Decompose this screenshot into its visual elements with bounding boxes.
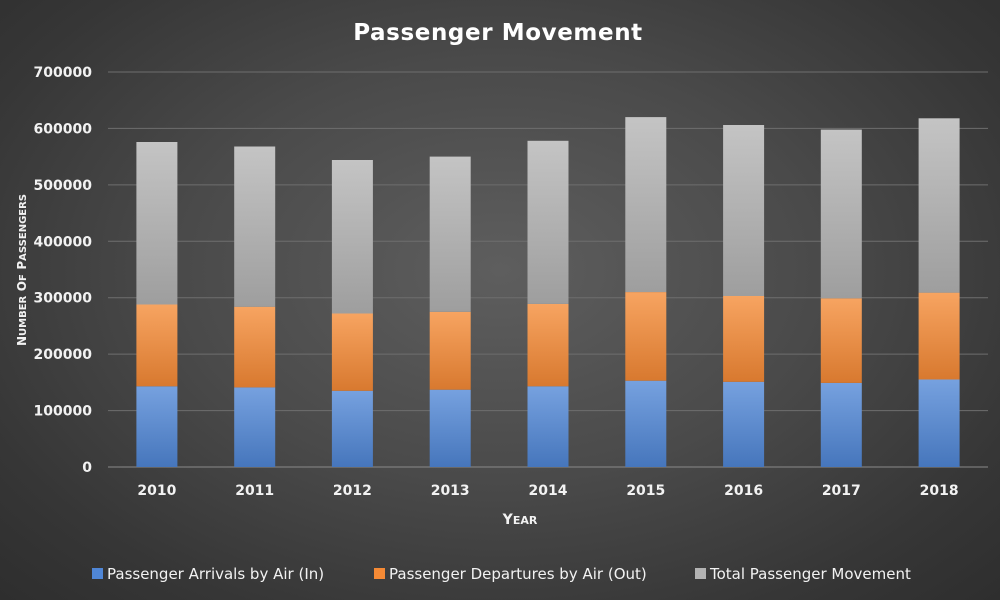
bar-passenger-departures-by-air-out-2011 [234, 306, 276, 388]
x-tick-label: 2012 [333, 483, 372, 499]
x-tick-label: 2011 [235, 483, 274, 499]
bar-total-passenger-movement-2010 [136, 142, 178, 305]
bar-passenger-departures-by-air-out-2016 [723, 296, 765, 382]
bars [136, 117, 960, 467]
y-tick-label: 600000 [34, 121, 93, 137]
bar-passenger-arrivals-by-air-in-2017 [820, 382, 862, 467]
bar-passenger-arrivals-by-air-in-2016 [723, 381, 765, 467]
legend-label: Total Passenger Movement [709, 565, 911, 583]
bar-total-passenger-movement-2013 [429, 156, 471, 312]
bar-passenger-departures-by-air-out-2013 [429, 311, 471, 390]
bar-passenger-departures-by-air-out-2015 [625, 292, 667, 381]
legend-item: Total Passenger Movement [695, 565, 911, 583]
bar-total-passenger-movement-2018 [918, 118, 960, 293]
legend-label: Passenger Departures by Air (Out) [389, 565, 647, 583]
y-axis-title: NUMBER OF PASSENGERS [15, 194, 30, 346]
y-tick-label: 100000 [34, 404, 93, 420]
y-tick-label: 700000 [34, 65, 93, 81]
legend-swatch [92, 568, 103, 579]
x-axis-title: YEAR [502, 512, 538, 528]
bar-passenger-departures-by-air-out-2014 [527, 303, 569, 387]
legend-swatch [374, 568, 385, 579]
y-tick-label: 200000 [34, 347, 93, 363]
bar-total-passenger-movement-2017 [820, 129, 862, 299]
legend-item: Passenger Arrivals by Air (In) [92, 565, 324, 583]
legend-item: Passenger Departures by Air (Out) [374, 565, 647, 583]
x-tick-label: 2015 [626, 483, 665, 499]
x-tick-label: 2017 [822, 483, 861, 499]
legend-swatch [695, 568, 706, 579]
y-tick-label: 400000 [34, 234, 93, 250]
y-tick-label: 300000 [34, 291, 93, 307]
bar-passenger-arrivals-by-air-in-2013 [429, 389, 471, 467]
x-tick-label: 2018 [920, 483, 959, 499]
bar-passenger-arrivals-by-air-in-2018 [918, 379, 960, 467]
bar-passenger-departures-by-air-out-2018 [918, 292, 960, 380]
y-axis-ticks: 0 100000 200000 300000 400000 500000 600000 700… [34, 65, 93, 476]
bar-total-passenger-movement-2014 [527, 140, 569, 304]
bar-passenger-arrivals-by-air-in-2014 [527, 386, 569, 467]
x-axis-ticks: 2010 2011 2012 2013 2014 2015 2016 2017 2018 [137, 483, 958, 499]
bar-total-passenger-movement-2012 [331, 160, 373, 314]
x-tick-label: 2010 [137, 483, 176, 499]
x-tick-label: 2013 [431, 483, 470, 499]
bar-passenger-departures-by-air-out-2012 [331, 313, 373, 391]
bar-passenger-arrivals-by-air-in-2015 [625, 380, 667, 467]
bar-passenger-arrivals-by-air-in-2012 [331, 390, 373, 467]
bar-passenger-departures-by-air-out-2017 [820, 298, 862, 383]
x-tick-label: 2014 [529, 483, 568, 499]
bar-passenger-arrivals-by-air-in-2010 [136, 386, 178, 467]
legend: Passenger Arrivals by Air (In) Passenger … [92, 565, 911, 583]
bar-total-passenger-movement-2015 [625, 117, 667, 292]
bar-total-passenger-movement-2011 [234, 146, 276, 307]
bar-passenger-arrivals-by-air-in-2011 [234, 387, 276, 467]
bar-total-passenger-movement-2016 [723, 125, 765, 296]
chart-title: Passenger Movement [353, 20, 643, 46]
y-tick-label: 500000 [34, 178, 93, 194]
y-tick-label: 0 [82, 460, 92, 476]
legend-label: Passenger Arrivals by Air (In) [107, 565, 324, 583]
x-tick-label: 2016 [724, 483, 763, 499]
bar-passenger-departures-by-air-out-2010 [136, 304, 178, 387]
